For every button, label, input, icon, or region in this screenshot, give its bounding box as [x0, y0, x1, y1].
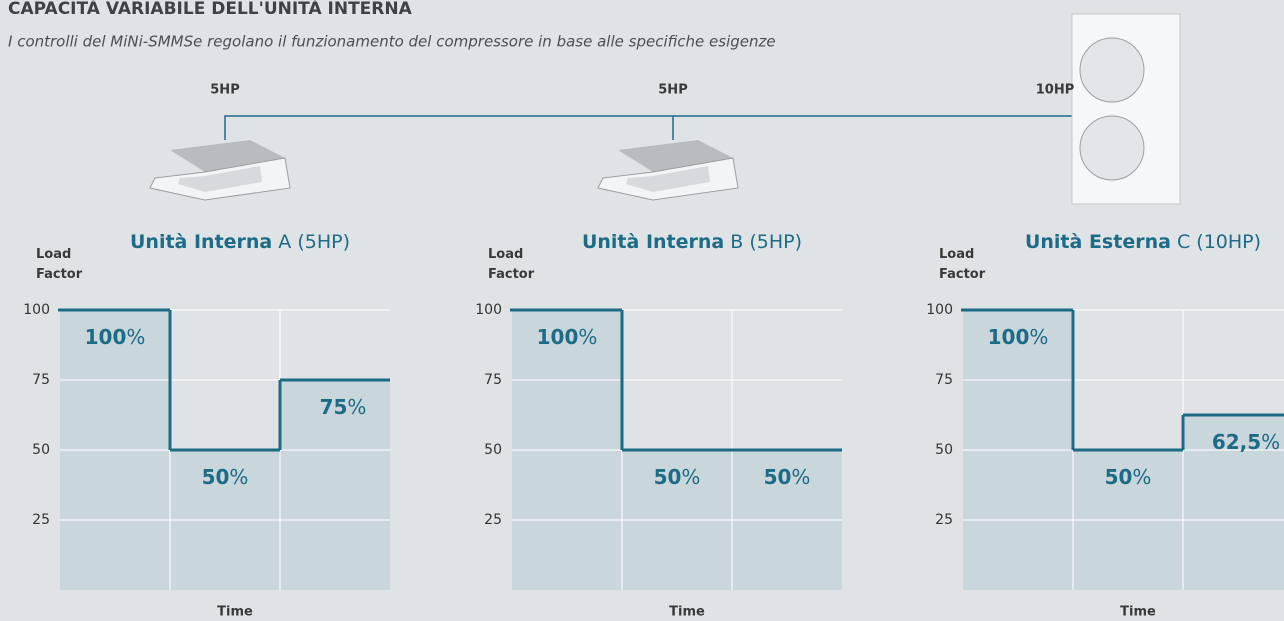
value-label: 50%	[654, 465, 701, 489]
x-axis-label: Time	[217, 605, 253, 620]
y-tick-label: 50	[32, 442, 50, 458]
y-tick-label: 50	[935, 442, 953, 458]
y-axis-label: Load Factor	[36, 245, 86, 285]
chart-title-part: C (10HP)	[1171, 231, 1261, 253]
y-tick-label: 50	[484, 442, 502, 458]
chart-title: Unità Interna B (5HP)	[582, 231, 802, 253]
value-label: 100%	[988, 325, 1049, 349]
value-label: 75%	[320, 395, 367, 419]
value-unit: %	[347, 395, 366, 419]
value-label: 100%	[85, 325, 146, 349]
unit-capacity: 5HP	[658, 83, 687, 98]
value-number: 50	[1105, 465, 1133, 489]
value-number: 100	[85, 325, 127, 349]
chart-title-part: Unità Interna	[130, 231, 272, 253]
y-tick-label: 25	[935, 512, 953, 528]
value-number: 50	[654, 465, 682, 489]
chart-title: Unità Interna A (5HP)	[130, 231, 350, 253]
indoor-unit-a	[150, 140, 290, 200]
indoor-unit-b	[598, 140, 738, 200]
infographic: CAPACITÀ VARIABILE DELL'UNITÀ INTERNA I …	[0, 0, 1284, 621]
y-tick-label: 75	[484, 372, 502, 388]
y-tick-label: 75	[32, 372, 50, 388]
value-unit: %	[126, 325, 145, 349]
y-axis-label: Load Factor	[939, 245, 989, 285]
x-axis-label: Time	[669, 605, 705, 620]
y-tick-label: 100	[23, 302, 50, 318]
chart-title-part: A (5HP)	[272, 231, 350, 253]
value-number: 100	[988, 325, 1030, 349]
chart-title-part: Unità Esterna	[1025, 231, 1171, 253]
chart-title-part: Unità Interna	[582, 231, 724, 253]
y-tick-label: 25	[32, 512, 50, 528]
y-axis-label: Load Factor	[488, 245, 538, 285]
value-number: 75	[320, 395, 348, 419]
outdoor-unit	[1072, 14, 1180, 204]
value-unit: %	[1029, 325, 1048, 349]
chart-title-part: B (5HP)	[724, 231, 802, 253]
value-label: 50%	[202, 465, 249, 489]
value-number: 100	[537, 325, 579, 349]
y-tick-label: 100	[926, 302, 953, 318]
value-unit: %	[681, 465, 700, 489]
value-number: 62,5	[1212, 430, 1261, 454]
unit-capacity: 10HP	[1036, 83, 1075, 98]
value-unit: %	[791, 465, 810, 489]
value-number: 50	[202, 465, 230, 489]
unit-capacity: 5HP	[210, 83, 239, 98]
page: CAPACITÀ VARIABILE DELL'UNITÀ INTERNA I …	[0, 0, 1284, 621]
value-number: 50	[764, 465, 792, 489]
pipe	[225, 116, 1085, 140]
value-label: 50%	[764, 465, 811, 489]
value-label: 62,5%	[1212, 430, 1280, 454]
y-tick-label: 75	[935, 372, 953, 388]
page-title: CAPACITÀ VARIABILE DELL'UNITÀ INTERNA	[8, 0, 413, 19]
page-subtitle: I controlli del MiNi-SMMSe regolano il f…	[8, 33, 776, 51]
chart-title: Unità Esterna C (10HP)	[1025, 231, 1261, 253]
value-unit: %	[578, 325, 597, 349]
value-unit: %	[1132, 465, 1151, 489]
value-label: 100%	[537, 325, 598, 349]
value-label: 50%	[1105, 465, 1152, 489]
x-axis-label: Time	[1120, 605, 1156, 620]
connection	[225, 116, 1085, 140]
value-unit: %	[229, 465, 248, 489]
value-unit: %	[1261, 430, 1280, 454]
y-tick-label: 25	[484, 512, 502, 528]
y-tick-label: 100	[475, 302, 502, 318]
